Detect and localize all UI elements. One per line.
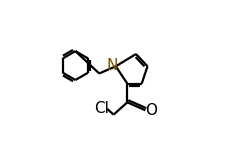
Text: Cl: Cl [94,101,109,116]
Text: O: O [145,103,157,118]
Text: N: N [106,58,118,73]
